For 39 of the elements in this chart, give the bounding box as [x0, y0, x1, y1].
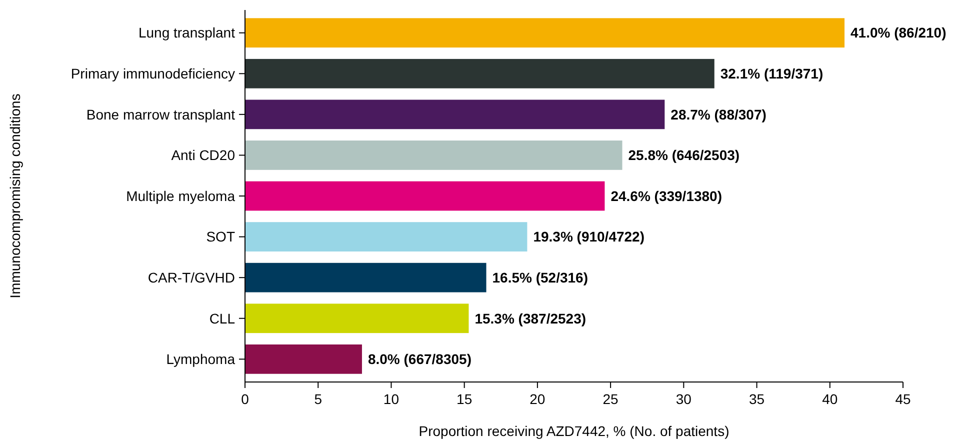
- x-tick-label: 20: [530, 391, 546, 407]
- data-label: 15.3% (387/2523): [474, 310, 586, 326]
- x-tick-label: 35: [748, 391, 765, 407]
- y-tick-label: CAR-T/GVHD: [148, 269, 235, 286]
- bar: [245, 344, 362, 374]
- data-label: 25.8% (646/2503): [628, 147, 740, 164]
- data-label: 24.6% (339/1380): [610, 188, 722, 204]
- bar: [245, 222, 528, 252]
- data-label: 19.3% (910/4722): [533, 228, 645, 245]
- bar: [245, 304, 469, 334]
- bar: [245, 100, 665, 130]
- x-tick-label: 25: [602, 391, 619, 407]
- x-tick-label: 10: [383, 391, 400, 407]
- y-tick-label: CLL: [209, 310, 236, 326]
- x-tick-label: 5: [314, 391, 322, 407]
- y-tick-label: Lymphoma: [166, 351, 236, 368]
- bar: [245, 262, 486, 292]
- y-tick-label: Multiple myeloma: [126, 188, 236, 204]
- y-tick-label: Primary immunodeficiency: [70, 66, 235, 82]
- data-label: 41.0% (86/210): [850, 24, 946, 41]
- y-axis-title: Immunocompromising conditions: [7, 94, 23, 298]
- x-tick-label: 40: [822, 391, 838, 407]
- x-tick-label: 0: [241, 391, 250, 407]
- y-tick-label: Lung transplant: [138, 24, 236, 41]
- x-axis-title: Proportion receiving AZD7442, % (No. of patients): [418, 423, 730, 439]
- bar: [245, 18, 845, 48]
- y-tick-label: Bone marrow transplant: [86, 106, 236, 122]
- data-label: 28.7% (88/307): [670, 106, 766, 122]
- x-tick-label: 45: [895, 391, 911, 407]
- data-label: 16.5% (52/316): [492, 269, 588, 286]
- bar: [245, 58, 714, 88]
- y-tick-label: Anti CD20: [171, 147, 236, 164]
- bar: [245, 181, 605, 211]
- y-tick-label: SOT: [206, 228, 236, 245]
- data-label: 32.1% (119/371): [720, 66, 824, 82]
- x-tick-label: 15: [456, 391, 472, 407]
- data-label: 8.0% (667/8305): [368, 351, 472, 368]
- bar: [245, 140, 622, 170]
- x-tick-label: 30: [676, 391, 692, 407]
